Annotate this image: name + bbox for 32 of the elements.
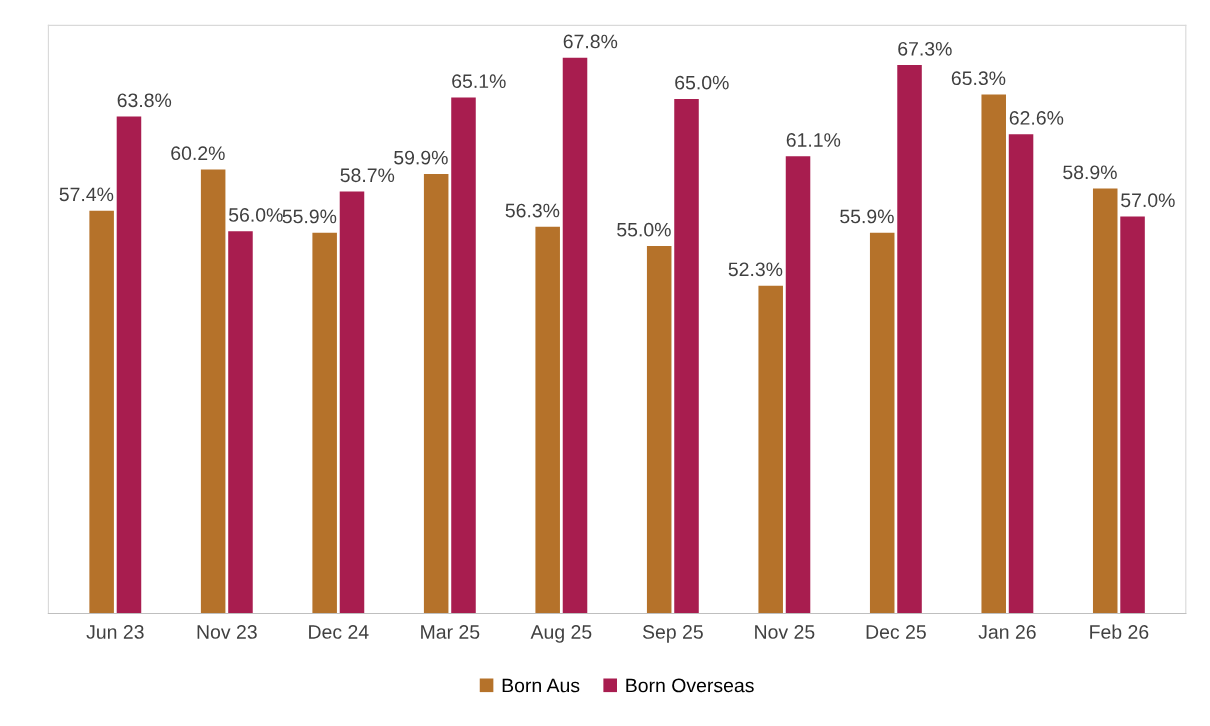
data-label: 65.3% <box>951 71 1006 86</box>
x-tick-label: Aug 25 <box>530 625 592 643</box>
data-label: 63.8% <box>117 93 172 108</box>
legend-label: Born Overseas <box>626 678 754 693</box>
data-label: 60.2% <box>171 146 225 161</box>
data-label: 55.9% <box>282 209 337 224</box>
x-tick-label: Mar 25 <box>421 625 480 639</box>
data-label: 59.9% <box>394 150 448 165</box>
x-tick-label: Sep 25 <box>642 625 703 643</box>
data-label: 58.9% <box>1063 165 1117 180</box>
data-label: 67.8% <box>563 34 618 49</box>
data-label: 65.0% <box>675 75 729 90</box>
legend-label: Born Aus <box>502 678 580 693</box>
data-label: 61.1% <box>786 133 841 147</box>
x-tick-label: Nov 23 <box>197 625 257 639</box>
data-label: 56.3% <box>505 203 560 218</box>
data-label: 52.3% <box>728 262 783 277</box>
data-label: 62.6% <box>1009 111 1064 125</box>
data-label: 57.0% <box>1121 193 1175 208</box>
data-label: 55.0% <box>617 222 671 237</box>
x-tick-label: Nov 25 <box>755 625 815 639</box>
x-tick-label: Dec 25 <box>866 625 926 639</box>
data-label: 57.4% <box>59 187 114 202</box>
x-tick-label: Dec 24 <box>309 625 369 639</box>
data-label: 58.7% <box>340 168 395 183</box>
data-label: 65.1% <box>452 74 506 89</box>
data-label: 56.0% <box>228 208 283 222</box>
x-tick-label: Jun 23 <box>86 625 144 639</box>
data-label: 55.9% <box>840 209 894 224</box>
x-tick-label: Feb 26 <box>1090 624 1149 639</box>
x-tick-label: Jan 26 <box>978 625 1036 639</box>
data-label: 67.3% <box>898 41 952 56</box>
